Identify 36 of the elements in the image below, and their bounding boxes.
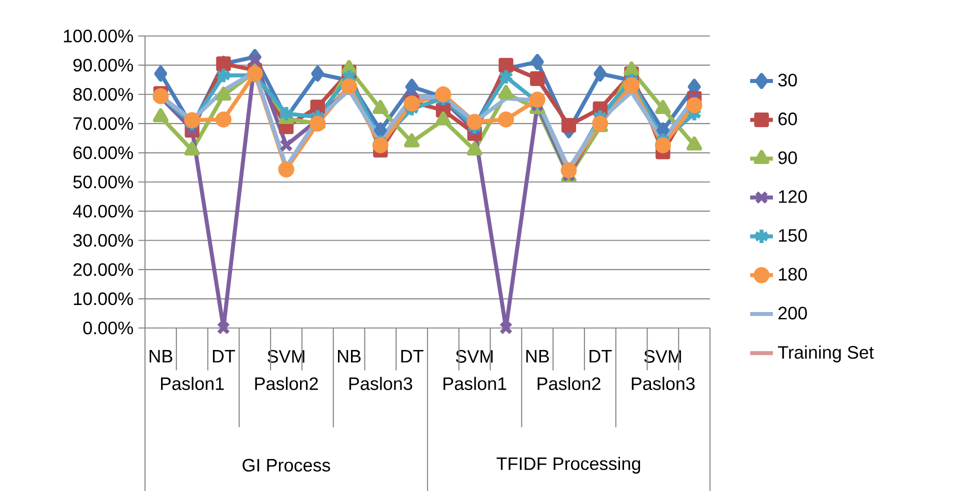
x-tick-label: DT	[401, 350, 424, 362]
y-tick-label: 20.00%	[73, 263, 133, 276]
text: Paslon1	[444, 376, 506, 390]
y-tick-label: 90.00%	[73, 58, 133, 72]
x-tick-label: SVM	[644, 350, 681, 363]
y-tick-label: 30.00%	[73, 234, 133, 247]
y-tick-label: 60.00%	[74, 146, 133, 160]
legend-label: 90	[778, 151, 797, 164]
x-tick-label: SVM	[268, 350, 304, 363]
x-tick-label: NB	[526, 350, 549, 362]
y-tick-label: 10.00%	[74, 292, 133, 306]
x-tick-label: SVM	[456, 350, 493, 363]
legend-label: 120	[778, 190, 807, 203]
text: Paslon2	[538, 376, 600, 390]
x-tick-label: DT	[212, 350, 236, 362]
legend-label: 60	[778, 112, 797, 126]
text: GI Process	[242, 458, 330, 472]
text: Paslon3	[632, 376, 695, 390]
legend-label: 180	[778, 268, 807, 281]
legend-label: Training Set	[778, 346, 874, 362]
x-tick-label: DT	[590, 350, 612, 362]
legend-label: 200	[778, 306, 807, 320]
x-tick-label: NB	[338, 350, 361, 362]
legend-label: 30	[778, 74, 797, 86]
y-tick-label: 40.00%	[72, 204, 133, 218]
y-tick-label: 50.00%	[73, 176, 133, 188]
x-tick-label: NB	[150, 350, 172, 362]
text: Paslon3	[349, 376, 412, 390]
y-tick-label: 80.00%	[73, 88, 133, 101]
y-tick-label: 0.00%	[83, 322, 133, 334]
text: Paslon2	[255, 376, 318, 390]
y-tick-label: 70.00%	[74, 117, 133, 130]
text: Paslon1	[161, 376, 224, 390]
y-tick-label: 100.00%	[64, 30, 133, 42]
legend-label: 150	[778, 229, 807, 242]
text: TFIDF Processing	[496, 456, 640, 474]
